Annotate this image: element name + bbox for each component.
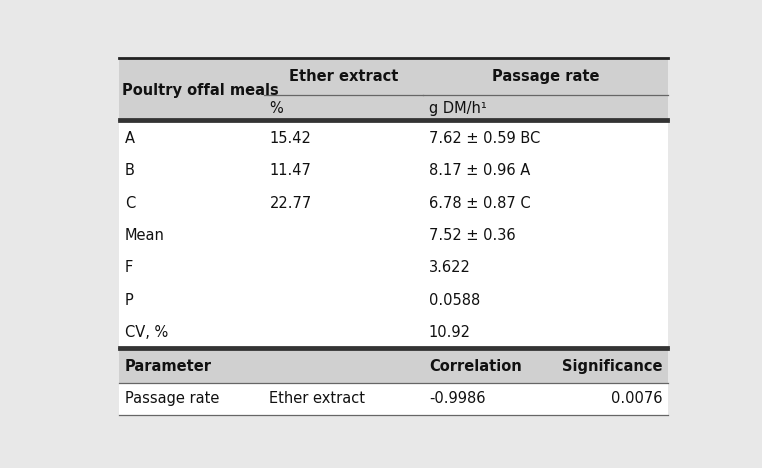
Bar [119, 316, 668, 349]
Text: Parameter: Parameter [125, 359, 212, 374]
Text: Mean: Mean [125, 228, 165, 243]
Bar [119, 219, 668, 252]
Bar [119, 252, 668, 284]
Text: 15.42: 15.42 [270, 131, 312, 146]
Bar [119, 155, 668, 187]
Bar [119, 122, 668, 155]
Text: F: F [125, 260, 133, 275]
Text: 22.77: 22.77 [270, 196, 312, 211]
Text: -0.9986: -0.9986 [429, 391, 485, 406]
Text: 6.78 ± 0.87 C: 6.78 ± 0.87 C [429, 196, 530, 211]
Text: 0.0588: 0.0588 [429, 293, 480, 308]
Text: Passage rate: Passage rate [125, 391, 219, 406]
Text: 8.17 ± 0.96 A: 8.17 ± 0.96 A [429, 163, 530, 178]
Text: 10.92: 10.92 [429, 325, 471, 340]
Bar [119, 58, 668, 122]
Bar [119, 383, 668, 415]
Text: Ether extract: Ether extract [289, 69, 398, 84]
Bar [119, 351, 668, 383]
Text: A: A [125, 131, 135, 146]
Text: P: P [125, 293, 133, 308]
Bar [119, 187, 668, 219]
Text: 7.62 ± 0.59 BC: 7.62 ± 0.59 BC [429, 131, 540, 146]
Text: g DM/h¹: g DM/h¹ [429, 101, 487, 116]
Text: 7.52 ± 0.36: 7.52 ± 0.36 [429, 228, 516, 243]
Text: 11.47: 11.47 [270, 163, 312, 178]
Text: B: B [125, 163, 135, 178]
Text: %: % [270, 101, 283, 116]
Text: Significance: Significance [562, 359, 662, 374]
Text: Ether extract: Ether extract [270, 391, 366, 406]
Bar [119, 284, 668, 316]
Text: 3.622: 3.622 [429, 260, 471, 275]
Text: C: C [125, 196, 135, 211]
Text: Correlation: Correlation [429, 359, 522, 374]
Text: 0.0076: 0.0076 [610, 391, 662, 406]
Text: CV, %: CV, % [125, 325, 168, 340]
Text: Poultry offal meals: Poultry offal meals [122, 82, 279, 97]
Text: Passage rate: Passage rate [491, 69, 599, 84]
